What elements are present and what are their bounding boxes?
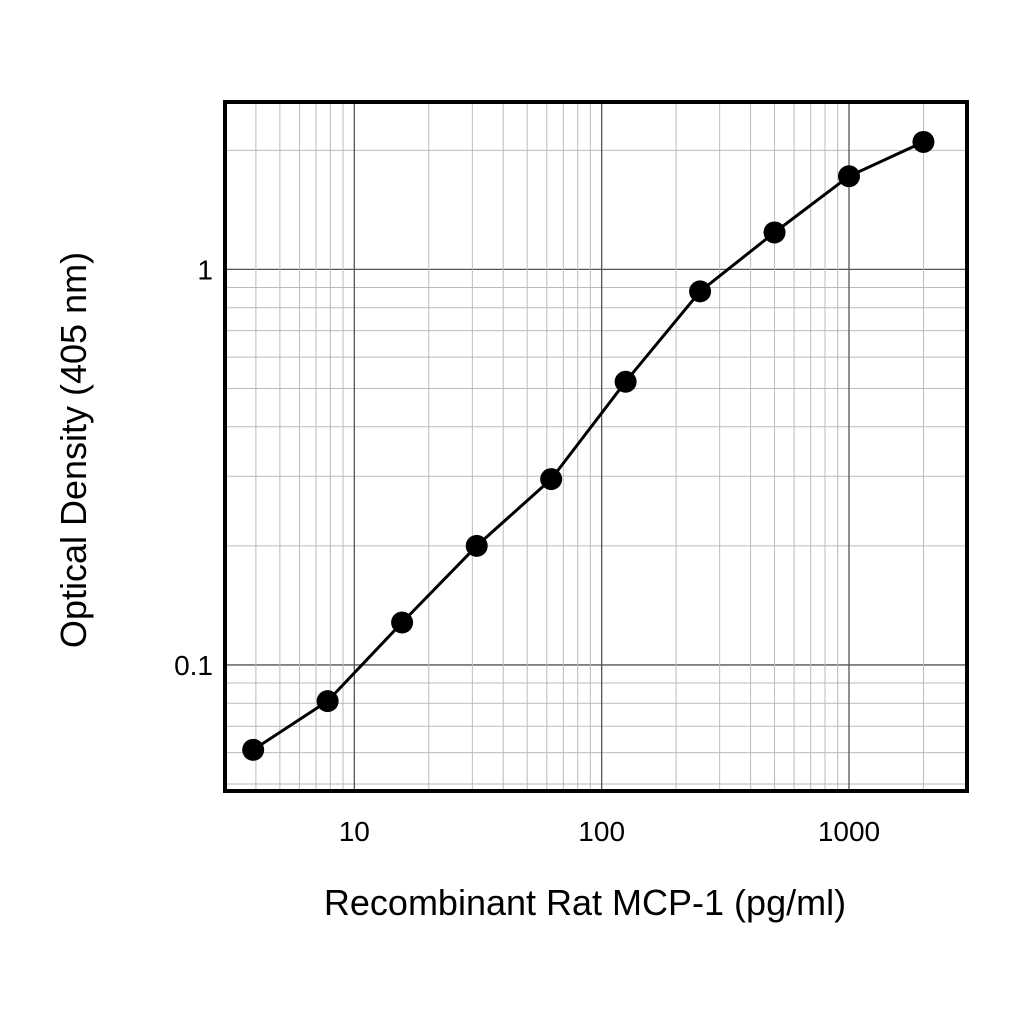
- x-tick-label: 10: [339, 816, 370, 847]
- x-tick-label: 100: [578, 816, 625, 847]
- data-point: [540, 468, 563, 491]
- y-tick-label: 0.1: [174, 650, 213, 681]
- data-series: [242, 130, 935, 761]
- data-point: [614, 370, 637, 393]
- data-point: [391, 611, 414, 634]
- x-axis-title: Recombinant Rat MCP-1 (pg/ml): [324, 882, 846, 923]
- data-point: [837, 165, 860, 188]
- y-tick-label: 1: [197, 254, 213, 285]
- data-point: [689, 280, 712, 303]
- data-point: [242, 738, 265, 761]
- series-line: [252, 140, 925, 752]
- x-tick-label: 1000: [818, 816, 880, 847]
- data-point: [465, 534, 488, 557]
- data-point: [763, 221, 786, 244]
- y-axis-ticks: 0.11: [174, 254, 213, 681]
- data-point: [912, 130, 935, 153]
- data-point: [316, 690, 339, 713]
- x-axis-ticks: 10 100 1000: [339, 816, 880, 847]
- y-axis-title: Optical Density (405 nm): [53, 252, 94, 648]
- grid: [225, 102, 967, 791]
- plot-frame: [223, 100, 969, 793]
